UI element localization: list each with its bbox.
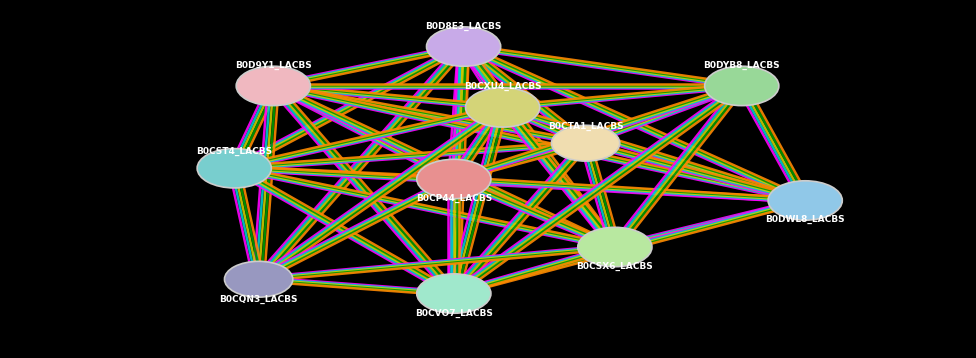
Ellipse shape <box>224 261 293 297</box>
Ellipse shape <box>417 159 491 199</box>
Text: B0CQN3_LACBS: B0CQN3_LACBS <box>220 294 298 304</box>
Text: B0DYB8_LACBS: B0DYB8_LACBS <box>704 61 780 70</box>
Ellipse shape <box>705 66 779 106</box>
Text: B0CST4_LACBS: B0CST4_LACBS <box>196 147 272 156</box>
Ellipse shape <box>417 274 491 313</box>
Ellipse shape <box>236 66 310 106</box>
Text: B0D9Y1_LACBS: B0D9Y1_LACBS <box>235 61 311 70</box>
Text: B0DWL8_LACBS: B0DWL8_LACBS <box>765 215 845 224</box>
Ellipse shape <box>466 88 540 127</box>
Ellipse shape <box>768 181 842 220</box>
Ellipse shape <box>578 227 652 267</box>
Text: B0D8E3_LACBS: B0D8E3_LACBS <box>426 22 502 31</box>
Text: B0CVO7_LACBS: B0CVO7_LACBS <box>415 309 493 318</box>
Text: B0CP44_LACBS: B0CP44_LACBS <box>416 194 492 203</box>
Ellipse shape <box>427 27 501 66</box>
Text: B0CTA1_LACBS: B0CTA1_LACBS <box>548 121 624 131</box>
Text: B0CSX6_LACBS: B0CSX6_LACBS <box>577 262 653 271</box>
Ellipse shape <box>551 125 620 161</box>
Text: B0CXU4_LACBS: B0CXU4_LACBS <box>464 82 542 91</box>
Ellipse shape <box>197 149 271 188</box>
